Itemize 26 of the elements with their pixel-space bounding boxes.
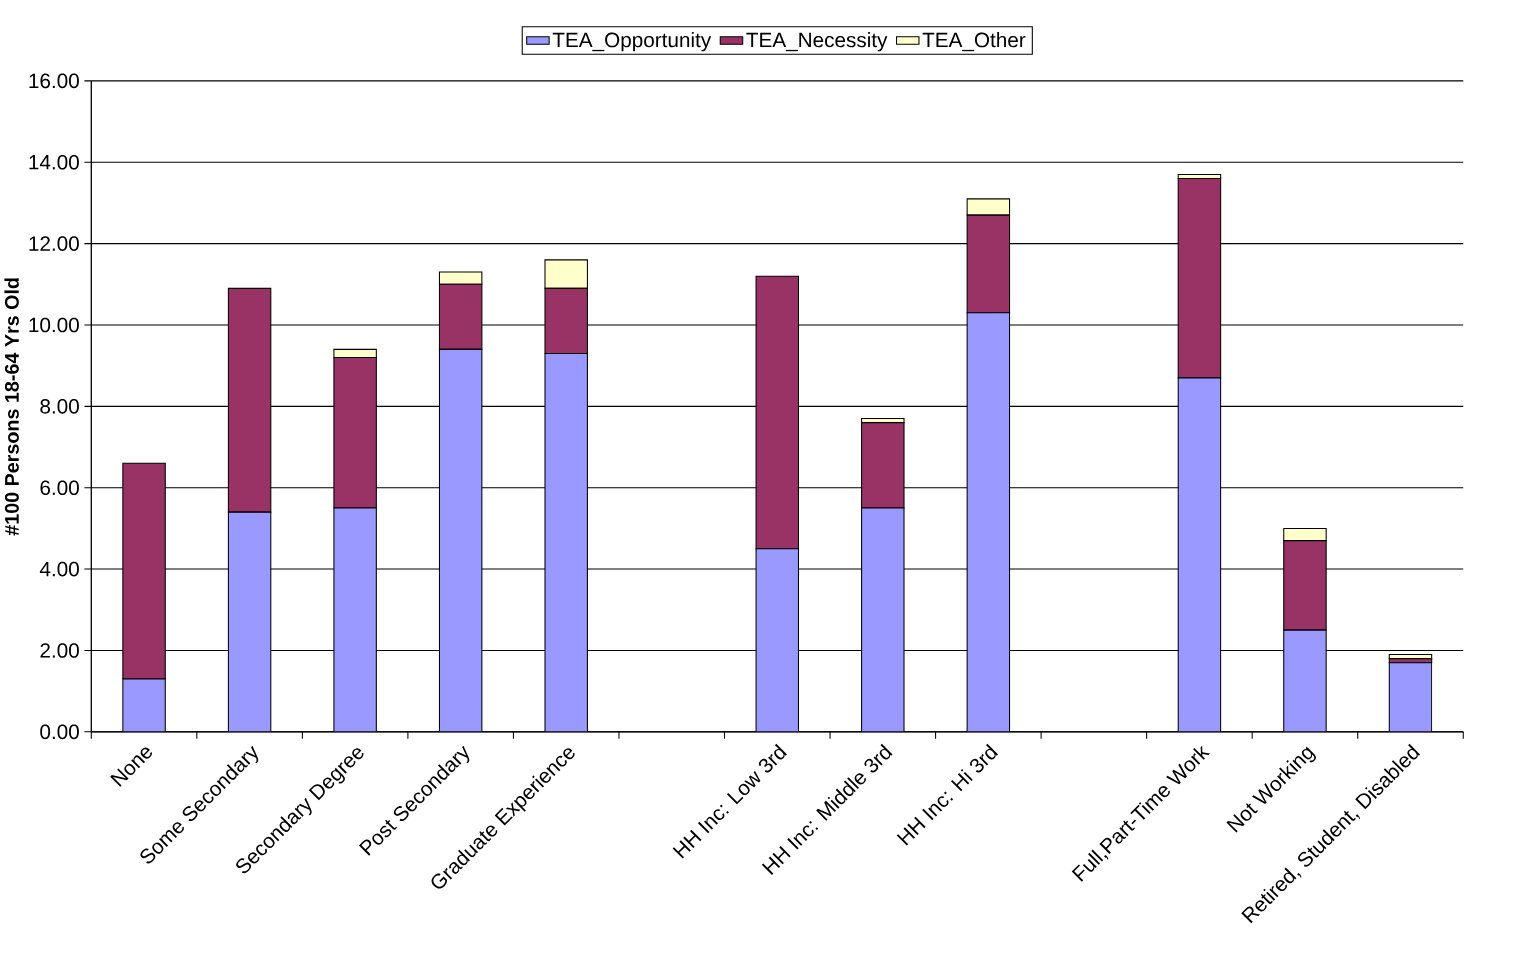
y-tick-label: 6.00 bbox=[40, 480, 79, 496]
y-tick-label: 14.00 bbox=[29, 155, 79, 170]
y-axis-title: #100 Persons 18-64 Yrs Old bbox=[4, 278, 19, 536]
bar bbox=[544, 353, 588, 732]
legend-label: TEA_Opportunity bbox=[552, 32, 712, 52]
bar bbox=[438, 348, 483, 732]
legend-label: TEA_Necessity bbox=[746, 32, 888, 52]
bar bbox=[1177, 377, 1222, 732]
y-tick-label: 0.00 bbox=[40, 724, 79, 740]
bar bbox=[1388, 662, 1433, 732]
y-tick-label: 4.00 bbox=[39, 561, 79, 577]
bar bbox=[861, 507, 905, 732]
bar bbox=[122, 678, 166, 732]
bar bbox=[755, 548, 800, 732]
bar bbox=[861, 422, 905, 509]
x-tick-label: HH Inc: Hi 3rd bbox=[896, 743, 998, 846]
y-tick-label: 10.00 bbox=[29, 317, 79, 333]
bar bbox=[333, 507, 377, 732]
y-tick-label: 8.00 bbox=[40, 399, 79, 414]
bar bbox=[227, 511, 272, 732]
bar bbox=[966, 312, 1011, 732]
legend-label: TEA_Other bbox=[922, 32, 1026, 52]
y-tick-label: 2.00 bbox=[40, 643, 79, 658]
bar bbox=[1283, 629, 1327, 732]
y-tick-label: 12.00 bbox=[29, 236, 79, 252]
y-tick-label: 16.00 bbox=[29, 73, 79, 89]
